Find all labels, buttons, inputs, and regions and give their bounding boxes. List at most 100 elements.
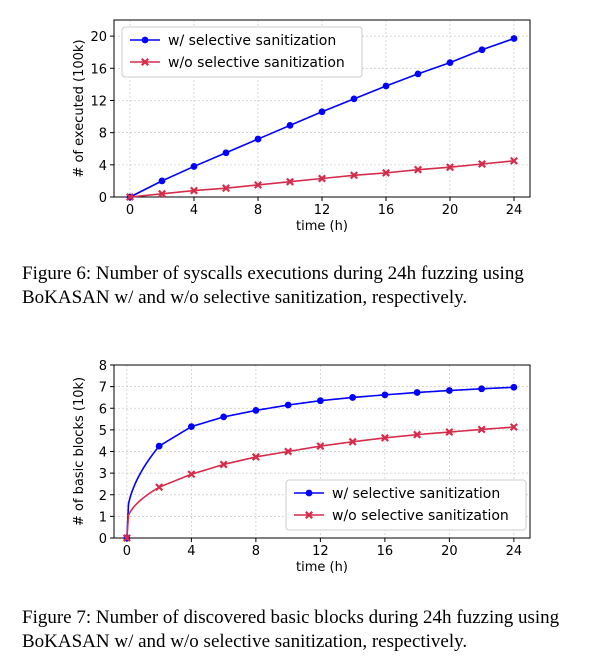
- data-point: [155, 483, 164, 492]
- data-point: [318, 108, 326, 116]
- y-tick-label: 4: [99, 159, 107, 174]
- data-point: [187, 470, 196, 479]
- y-tick-label: 3: [99, 467, 107, 482]
- x-axis-title: time (h): [296, 560, 348, 575]
- y-axis: 0 4 8 12 16 20: [90, 30, 114, 206]
- y-axis-title: # of executed (100k): [72, 39, 87, 177]
- data-point: [350, 95, 358, 103]
- data-point: [509, 423, 518, 432]
- data-point: [478, 160, 486, 168]
- x-tick-label: 12: [312, 544, 329, 559]
- legend-label: w/o selective sanitization: [332, 508, 509, 524]
- legend-label: w/ selective sanitization: [168, 33, 336, 49]
- x-tick-label: 16: [378, 203, 395, 218]
- y-tick-label: 4: [99, 446, 107, 461]
- data-point: [158, 177, 166, 185]
- data-point: [155, 442, 163, 450]
- data-point: [381, 391, 389, 399]
- data-point: [316, 397, 324, 405]
- y-tick-label: 8: [99, 127, 107, 142]
- data-point: [413, 389, 421, 396]
- data-point: [445, 387, 453, 394]
- x-tick-label: 20: [441, 544, 458, 559]
- data-point: [222, 184, 230, 193]
- data-point: [126, 193, 134, 201]
- data-point: [510, 156, 518, 165]
- data-point: [254, 180, 262, 189]
- data-point: [252, 407, 260, 414]
- data-point: [350, 171, 358, 180]
- figure-6-plot: 0 4 8 12 16 20 24 0 4 8 12 16 20 time (h) # of execute…: [72, 19, 531, 234]
- data-point: [382, 82, 390, 90]
- data-point: [222, 149, 230, 157]
- x-tick-label: 8: [254, 203, 262, 218]
- legend-label: w/o selective sanitization: [168, 55, 345, 71]
- data-point: [380, 433, 389, 442]
- data-point: [284, 401, 292, 409]
- figure-7-caption: Figure 7: Number of discovered basic blo…: [22, 607, 560, 652]
- data-point: [478, 46, 486, 54]
- series-without-selective: [126, 156, 518, 201]
- y-tick-label: 0: [99, 191, 107, 206]
- legend: w/ selective sanitization w/o selective s…: [285, 479, 527, 531]
- legend-label: w/ selective sanitization: [332, 486, 500, 502]
- series-without-selective: [122, 423, 518, 542]
- data-point: [414, 70, 422, 78]
- data-point: [477, 425, 486, 434]
- legend-box: [285, 479, 527, 531]
- data-point: [254, 135, 262, 143]
- x-axis-title: time (h): [296, 219, 348, 234]
- x-tick-label: 24: [506, 544, 523, 559]
- data-point: [316, 442, 325, 451]
- data-point: [251, 452, 260, 461]
- data-point: [318, 174, 326, 183]
- data-point: [286, 177, 294, 186]
- x-tick-label: 8: [252, 544, 260, 559]
- y-tick-label: 7: [99, 381, 107, 396]
- x-axis: 0 4 8 12 16 20 24: [126, 197, 522, 218]
- figure-6-caption: Figure 6: Number of syscalls executions …: [22, 263, 524, 308]
- data-point: [219, 460, 228, 469]
- x-tick-label: 0: [126, 203, 134, 218]
- legend-box: [121, 26, 363, 78]
- data-point: [158, 189, 166, 198]
- y-tick-label: 20: [90, 30, 107, 45]
- legend-swatch-marker: [141, 36, 149, 44]
- x-tick-label: 24: [506, 203, 523, 218]
- legend-swatch-marker: [141, 58, 149, 66]
- x-axis: 0 4 8 12 16 20 24: [123, 538, 522, 559]
- x-tick-label: 20: [442, 203, 459, 218]
- data-point: [190, 163, 198, 170]
- data-point: [348, 437, 357, 446]
- y-tick-label: 8: [99, 359, 107, 374]
- data-point: [187, 423, 195, 431]
- legend: w/ selective sanitization w/o selective s…: [121, 26, 363, 78]
- data-point: [349, 394, 357, 401]
- x-tick-label: 12: [314, 203, 331, 218]
- y-tick-label: 6: [99, 402, 107, 417]
- x-tick-label: 4: [190, 203, 198, 218]
- y-tick-label: 0: [99, 532, 107, 547]
- data-point: [446, 163, 454, 172]
- y-tick-label: 5: [99, 424, 107, 439]
- data-point: [284, 447, 293, 456]
- data-point: [478, 385, 486, 393]
- data-point: [445, 428, 454, 437]
- data-point: [190, 186, 198, 195]
- data-point: [382, 168, 390, 177]
- data-point: [510, 383, 518, 391]
- x-tick-label: 16: [377, 544, 394, 559]
- y-tick-label: 1: [99, 510, 107, 525]
- y-tick-label: 12: [90, 94, 107, 109]
- data-point: [122, 534, 131, 542]
- figure-7-chart: 0 4 8 12 16 20 24 0 1 2 3 4 5 6 7 8 time (h) # of basic b…: [0, 350, 612, 580]
- series-with-selective: [123, 383, 518, 542]
- x-tick-label: 0: [123, 544, 131, 559]
- data-point: [414, 165, 422, 174]
- y-axis: 0 1 2 3 4 5 6 7 8: [99, 359, 114, 547]
- figure-6-chart: 0 4 8 12 16 20 24 0 4 8 12 16 20 time (h) # of execute…: [0, 0, 612, 248]
- y-tick-label: 16: [90, 62, 107, 77]
- y-tick-label: 2: [99, 489, 107, 504]
- data-point: [413, 430, 422, 439]
